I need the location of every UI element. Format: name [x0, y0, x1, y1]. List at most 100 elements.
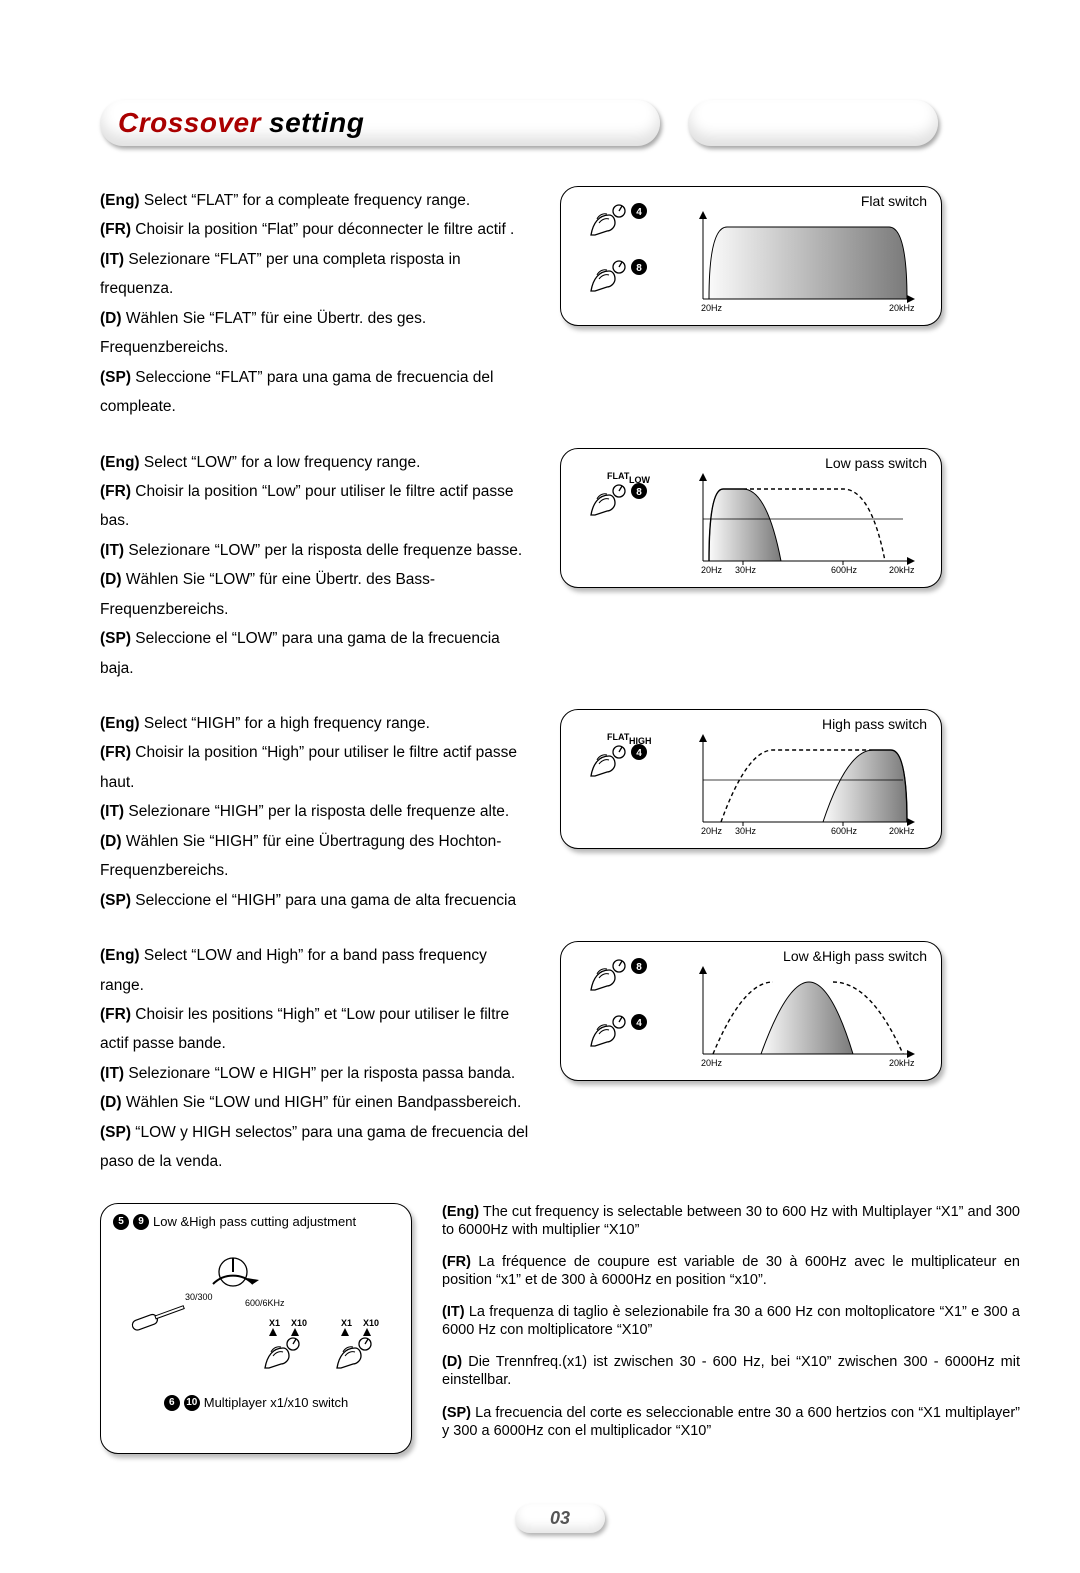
adjustment-panel: 5 9 Low &High pass cutting adjustment 30…: [100, 1203, 412, 1454]
instruction-text: Seleccione el “LOW” para una gama de la …: [100, 630, 500, 676]
panel-caption: Low &High pass switch: [783, 948, 927, 964]
adj-top-caption: 5 9 Low &High pass cutting adjustment: [113, 1214, 399, 1230]
svg-text:FLAT: FLAT: [607, 732, 630, 742]
instruction-line: (SP) Seleccione el “LOW” para una gama d…: [100, 624, 530, 683]
svg-text:X10: X10: [363, 1318, 379, 1328]
svg-text:FLAT: FLAT: [607, 471, 630, 481]
diagram-panel: Flat switch4820Hz20kHz: [560, 186, 942, 326]
instruction-line: (Eng) Select “LOW and High” for a band p…: [100, 941, 530, 1000]
page-number: 03: [515, 1504, 605, 1533]
text-column: (Eng) Select “LOW” for a low frequency r…: [100, 448, 530, 684]
lang-label: (IT): [100, 542, 124, 559]
svg-text:8: 8: [636, 263, 642, 274]
lang-label: (Eng): [100, 715, 140, 732]
lang-label: (FR): [100, 744, 131, 761]
bottom-paragraph: (SP) La frecuencia del corte es seleccio…: [442, 1404, 1020, 1440]
instruction-line: (FR) Choisir les positions “High” et “Lo…: [100, 1000, 530, 1059]
instruction-line: (Eng) Select “HIGH” for a high frequency…: [100, 709, 530, 738]
svg-text:4: 4: [636, 748, 642, 759]
bottom-paragraph: (IT) La frequenza di taglio è selezionab…: [442, 1303, 1020, 1339]
lang-label: (Eng): [100, 947, 140, 964]
instruction-line: (Eng) Select “FLAT” for a compleate freq…: [100, 186, 530, 215]
lang-label: (Eng): [100, 454, 140, 471]
section-row: (Eng) Select “FLAT” for a compleate freq…: [100, 186, 1020, 422]
svg-text:X1: X1: [269, 1318, 280, 1328]
instruction-line: (IT) Selezionare “LOW” per la risposta d…: [100, 536, 530, 565]
svg-text:600/6KHz: 600/6KHz: [245, 1298, 285, 1308]
instruction-text: Selezionare “LOW e HIGH” per la risposta…: [124, 1065, 515, 1082]
panel-caption: High pass switch: [822, 716, 927, 732]
instruction-line: (FR) Choisir la position “High” pour uti…: [100, 738, 530, 797]
instruction-line: (D) Wählen Sie “FLAT” für eine Übertr. d…: [100, 304, 530, 363]
badge-6: 6: [164, 1395, 180, 1411]
diagram-svg: FLATHIGH420Hz20kHz30Hz600Hz: [573, 718, 929, 840]
section-row: (Eng) Select “LOW” for a low frequency r…: [100, 448, 1020, 684]
instruction-text: Choisir les positions “High” et “Low pou…: [100, 1006, 509, 1052]
svg-text:4: 4: [636, 1018, 642, 1029]
bottom-text: (Eng) The cut frequency is selectable be…: [442, 1203, 1020, 1454]
lang-label: (IT): [100, 1065, 124, 1082]
lang-label: (D): [100, 833, 122, 850]
instruction-line: (Eng) Select “LOW” for a low frequency r…: [100, 448, 530, 477]
instruction-text: “LOW y HIGH selectos” para una gama de f…: [100, 1124, 528, 1170]
title-pill: Crossover setting: [100, 100, 660, 146]
lang-label: (SP): [100, 369, 131, 386]
instruction-line: (IT) Selezionare “HIGH” per la risposta …: [100, 797, 530, 826]
diagram-panel: Low &High pass switch 8 4 20Hz 20kHz: [560, 941, 942, 1081]
svg-text:20Hz: 20Hz: [701, 1058, 723, 1068]
svg-text:X10: X10: [291, 1318, 307, 1328]
instruction-line: (D) Wählen Sie “LOW” für eine Übertr. de…: [100, 565, 530, 624]
svg-text:20kHz: 20kHz: [889, 826, 915, 836]
instruction-text: Seleccione “FLAT” para una gama de frecu…: [100, 369, 493, 415]
lang-label: (SP): [100, 892, 131, 909]
paragraph-text: The cut frequency is selectable between …: [442, 1204, 1020, 1238]
instruction-text: Wählen Sie “LOW und HIGH” für einen Band…: [122, 1094, 522, 1111]
panel-caption: Flat switch: [861, 193, 927, 209]
paragraph-text: Die Trennfreq.(x1) ist zwischen 30 - 600…: [442, 1354, 1020, 1388]
lang-label: (D): [442, 1354, 462, 1370]
section-row: (Eng) Select “LOW and High” for a band p…: [100, 941, 1020, 1177]
instruction-text: Select “LOW and High” for a band pass fr…: [100, 947, 487, 993]
instruction-text: Selezionare “LOW” per la risposta delle …: [124, 542, 522, 559]
instruction-line: (SP) Seleccione “FLAT” para una gama de …: [100, 363, 530, 422]
lang-label: (FR): [442, 1254, 471, 1270]
svg-text:20kHz: 20kHz: [889, 1058, 915, 1068]
diagram-panel: Low pass switchFLATLOW820Hz20kHz30Hz600H…: [560, 448, 942, 588]
bottom-paragraph: (Eng) The cut frequency is selectable be…: [442, 1203, 1020, 1239]
title-word1: Crossover: [118, 107, 261, 139]
svg-text:600Hz: 600Hz: [831, 565, 858, 575]
paragraph-text: La frecuencia del corte es seleccionable…: [442, 1405, 1020, 1439]
lang-label: (SP): [442, 1405, 471, 1421]
lang-label: (Eng): [100, 192, 140, 209]
instruction-text: Select “LOW” for a low frequency range.: [140, 454, 421, 471]
lang-label: (D): [100, 1094, 122, 1111]
instruction-text: Seleccione el “HIGH” para una gama de al…: [131, 892, 516, 909]
instruction-text: Choisir la position “Low” pour utiliser …: [100, 483, 514, 529]
instruction-line: (FR) Choisir la position “Flat” pour déc…: [100, 215, 530, 244]
svg-text:20Hz: 20Hz: [701, 303, 723, 313]
badge-10: 10: [184, 1395, 200, 1411]
section-row: (Eng) Select “HIGH” for a high frequency…: [100, 709, 1020, 915]
lang-label: (IT): [100, 251, 124, 268]
panel-caption: Low pass switch: [825, 455, 927, 471]
svg-text:600Hz: 600Hz: [831, 826, 858, 836]
lang-label: (D): [100, 571, 122, 588]
lang-label: (Eng): [442, 1204, 479, 1220]
adj-bot-label: Multiplayer x1/x10 switch: [204, 1395, 349, 1410]
text-column: (Eng) Select “HIGH” for a high frequency…: [100, 709, 530, 915]
adj-diagram: 30/300 600/6KHz X1 X10 X1 X10: [113, 1234, 399, 1384]
svg-text:8: 8: [636, 962, 642, 973]
bottom-paragraph: (D) Die Trennfreq.(x1) ist zwischen 30 -…: [442, 1353, 1020, 1389]
svg-text:X1: X1: [341, 1318, 352, 1328]
badge-5: 5: [113, 1214, 129, 1230]
lang-label: (FR): [100, 483, 131, 500]
instruction-line: (D) Wählen Sie “LOW und HIGH” für einen …: [100, 1088, 530, 1117]
svg-text:30Hz: 30Hz: [735, 826, 757, 836]
lang-label: (FR): [100, 221, 131, 238]
instruction-line: (IT) Selezionare “FLAT” per una completa…: [100, 245, 530, 304]
instruction-text: Choisir la position “Flat” pour déconnec…: [131, 221, 514, 238]
title-blank-pill: [688, 100, 938, 146]
badge-9: 9: [133, 1214, 149, 1230]
bottom-row: 5 9 Low &High pass cutting adjustment 30…: [100, 1203, 1020, 1454]
svg-text:20kHz: 20kHz: [889, 565, 915, 575]
